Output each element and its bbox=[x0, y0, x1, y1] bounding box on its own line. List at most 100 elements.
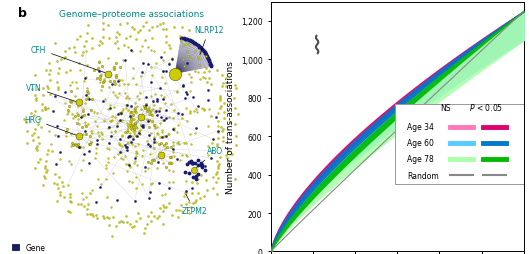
Point bbox=[65, 199, 74, 203]
Point bbox=[167, 103, 176, 107]
Text: Random: Random bbox=[407, 171, 439, 180]
Point bbox=[182, 153, 190, 157]
Point bbox=[196, 51, 204, 55]
Point bbox=[216, 156, 224, 160]
Point bbox=[187, 80, 195, 84]
Point bbox=[86, 192, 94, 196]
Point bbox=[133, 105, 142, 109]
Point bbox=[38, 109, 47, 113]
Point bbox=[130, 109, 138, 113]
Point bbox=[54, 67, 63, 71]
Point bbox=[117, 157, 125, 161]
Point bbox=[77, 168, 85, 172]
Point bbox=[138, 125, 146, 129]
Point bbox=[188, 161, 196, 165]
Point bbox=[131, 134, 140, 138]
Point bbox=[169, 140, 178, 144]
Point bbox=[123, 146, 131, 150]
Point bbox=[178, 85, 187, 89]
FancyBboxPatch shape bbox=[395, 105, 529, 184]
Point bbox=[126, 124, 135, 128]
Point bbox=[212, 173, 220, 177]
Point bbox=[224, 161, 232, 165]
Point bbox=[127, 120, 135, 124]
Point bbox=[148, 158, 156, 162]
Point bbox=[28, 134, 37, 138]
Point bbox=[67, 101, 75, 105]
Point bbox=[21, 120, 30, 124]
Point bbox=[156, 106, 165, 110]
Point bbox=[150, 141, 158, 145]
Point bbox=[128, 180, 136, 184]
Point bbox=[88, 212, 96, 216]
Point bbox=[98, 65, 107, 69]
Point bbox=[185, 110, 194, 114]
Point bbox=[134, 132, 143, 136]
Point bbox=[62, 71, 70, 75]
Point bbox=[129, 137, 138, 141]
Point bbox=[194, 173, 203, 177]
Point bbox=[125, 35, 134, 39]
Point bbox=[124, 124, 132, 128]
Point bbox=[95, 60, 104, 64]
Point bbox=[142, 103, 150, 107]
Point bbox=[222, 85, 231, 89]
Point bbox=[166, 155, 175, 159]
Point bbox=[84, 91, 92, 95]
Point bbox=[113, 31, 121, 35]
Point bbox=[130, 128, 138, 132]
Point bbox=[102, 163, 111, 167]
Point bbox=[160, 51, 168, 55]
Point bbox=[71, 95, 79, 99]
Point bbox=[96, 74, 104, 78]
Point bbox=[231, 144, 240, 148]
Point bbox=[183, 93, 191, 97]
Text: VTN: VTN bbox=[26, 84, 76, 102]
Point bbox=[114, 113, 122, 117]
Point bbox=[129, 113, 137, 117]
Point bbox=[190, 41, 198, 45]
Point bbox=[125, 164, 133, 168]
Point bbox=[115, 150, 124, 154]
Point bbox=[47, 142, 56, 147]
Point bbox=[66, 210, 74, 214]
Point bbox=[128, 142, 136, 146]
Point bbox=[158, 194, 166, 198]
Point bbox=[193, 111, 202, 115]
Point bbox=[79, 45, 88, 49]
Point bbox=[129, 125, 137, 129]
Point bbox=[106, 119, 115, 123]
Point bbox=[194, 56, 203, 60]
Point bbox=[204, 89, 213, 93]
Point bbox=[28, 88, 36, 92]
Point bbox=[169, 127, 177, 131]
Point bbox=[137, 115, 145, 119]
Point bbox=[190, 161, 199, 165]
Point bbox=[127, 125, 135, 129]
Point bbox=[119, 158, 127, 162]
Point bbox=[63, 108, 72, 113]
Point bbox=[40, 174, 48, 179]
Point bbox=[195, 64, 204, 68]
Point bbox=[176, 35, 185, 39]
Point bbox=[79, 197, 87, 201]
Point bbox=[183, 162, 191, 166]
Point bbox=[202, 53, 211, 57]
Text: Age 60: Age 60 bbox=[407, 139, 434, 148]
Point bbox=[156, 87, 164, 91]
Point bbox=[99, 22, 107, 26]
Point bbox=[105, 141, 113, 145]
Point bbox=[80, 77, 89, 81]
Point bbox=[139, 124, 148, 128]
Point bbox=[115, 118, 124, 122]
Point bbox=[160, 192, 169, 196]
Point bbox=[154, 160, 162, 164]
Point bbox=[31, 166, 39, 170]
Point bbox=[178, 26, 186, 30]
Point bbox=[67, 163, 76, 167]
Point bbox=[199, 49, 207, 53]
Point bbox=[148, 26, 156, 30]
Point bbox=[75, 62, 83, 66]
Point bbox=[81, 94, 90, 98]
Point bbox=[127, 140, 135, 144]
